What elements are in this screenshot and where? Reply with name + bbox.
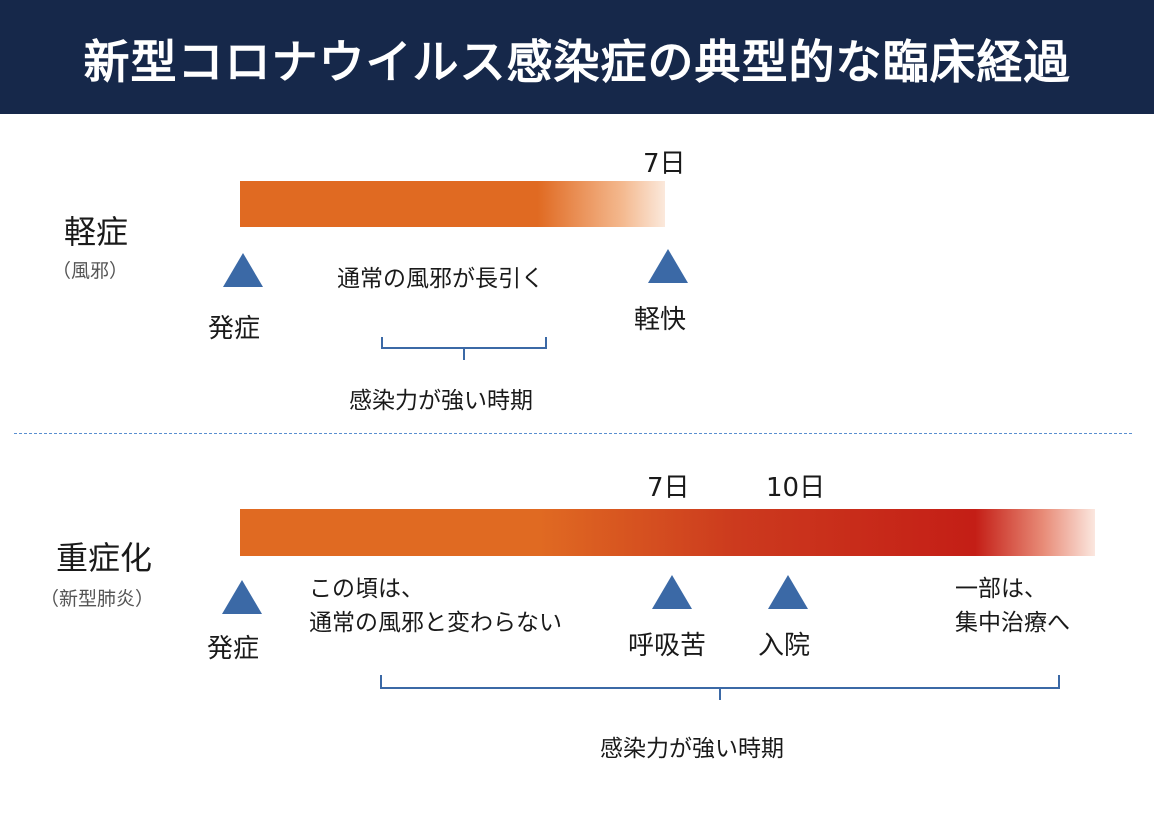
- severe-end-line1: 一部は、: [955, 576, 1047, 602]
- severe-breathing-label: 呼吸苦: [628, 631, 707, 661]
- section-divider: [14, 433, 1132, 434]
- severe-day7-label: 7日: [647, 473, 690, 503]
- severe-timeline-bar: [240, 509, 1095, 556]
- severe-description-line1: この頃は、: [309, 576, 424, 602]
- mild-category-sub: （風邪）: [52, 260, 129, 282]
- severe-category-label: 重症化: [56, 539, 153, 577]
- severe-infectious-label: 感染力が強い時期: [600, 736, 784, 762]
- severe-category-sub: （新型肺炎）: [40, 588, 155, 610]
- severe-onset-marker-icon: [222, 580, 262, 614]
- mild-category-label: 軽症: [64, 213, 129, 251]
- severe-hospital-label: 入院: [758, 631, 811, 661]
- mild-infectious-brace: [381, 337, 547, 360]
- severe-description: この頃は、 通常の風邪と変わらない: [309, 572, 562, 640]
- mild-infectious-label: 感染力が強い時期: [349, 388, 533, 414]
- mild-recovery-marker-icon: [648, 249, 688, 283]
- severe-onset-label: 発症: [207, 634, 260, 664]
- severe-description-line2: 通常の風邪と変わらない: [309, 610, 562, 636]
- mild-onset-marker-icon: [223, 253, 263, 287]
- severe-end-line2: 集中治療へ: [955, 610, 1070, 636]
- page-title: 新型コロナウイルス感染症の典型的な臨床経過: [83, 35, 1071, 89]
- severe-hospital-marker-icon: [768, 575, 808, 609]
- mild-description: 通常の風邪が長引く: [337, 266, 544, 292]
- mild-timeline-bar: [240, 181, 665, 227]
- severe-end-note: 一部は、 集中治療へ: [955, 572, 1070, 640]
- severe-infectious-brace: [380, 675, 1060, 700]
- severe-breathing-marker-icon: [652, 575, 692, 609]
- title-banner: 新型コロナウイルス感染症の典型的な臨床経過: [0, 0, 1154, 114]
- mild-day7-label: 7日: [643, 149, 686, 179]
- severe-day10-label: 10日: [766, 473, 826, 503]
- mild-recovery-label: 軽快: [634, 305, 687, 335]
- mild-onset-label: 発症: [208, 314, 261, 344]
